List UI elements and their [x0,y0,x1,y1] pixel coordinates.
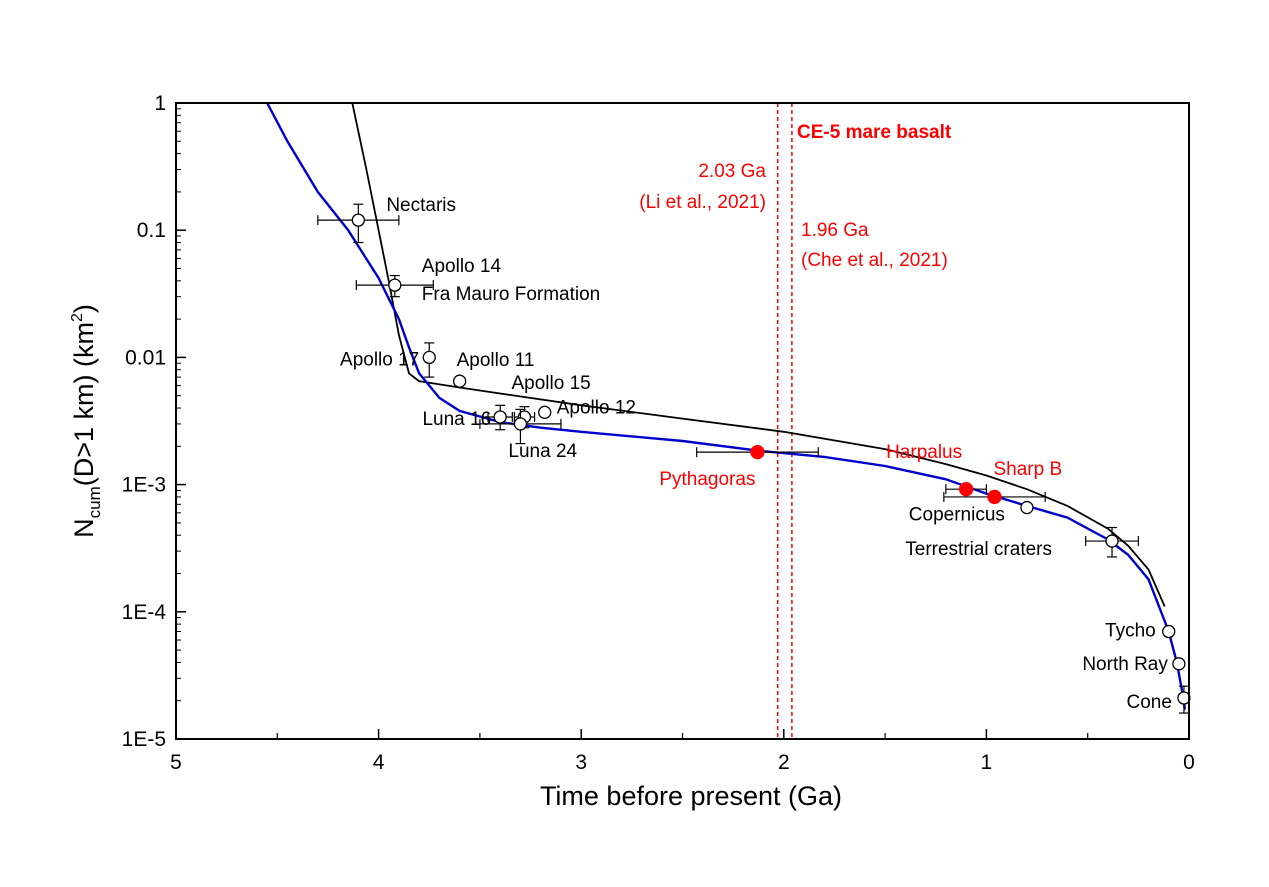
marker-nectaris [351,213,365,227]
point-label-line: Apollo 11 [457,350,535,371]
annotation-ce-5-mare-basalt: CE-5 mare basalt [797,122,952,143]
annotation-li-et-al-2021: (Li et al., 2021) [639,192,766,213]
marker-copernicus [1020,500,1034,515]
marker-apollo-12 [538,405,552,419]
point-label-line: Nectaris [386,195,456,216]
point-label-line: Terrestrial craters [905,539,1052,560]
x-axis-title: Time before present (Ga) [540,781,842,811]
point-label-line: North Ray [1082,654,1168,675]
point-label-line: Harpalus [886,442,962,463]
point-label-line: Pythagoras [659,469,755,490]
point-label-line: Fra Mauro Formation [422,284,600,305]
point-label-copernicus: Copernicus [909,505,1005,526]
y-axis-title-subscript: cum [85,486,104,518]
y-axis-title-main: (D>1 km) (km [69,322,99,486]
point-nectaris [317,203,400,244]
annotation-1-96-ga: 1.96 Ga [801,220,869,241]
x-tick-label-4: 4 [373,751,385,774]
point-label-line: Copernicus [909,505,1005,526]
point-label-line: Apollo 15 [511,373,590,394]
point-harpalus [945,482,988,497]
point-label-sharp-b: Sharp B [994,459,1063,480]
point-label-line: Apollo 14 [422,256,502,277]
point-cone [1177,685,1191,714]
point-label-line: Apollo 12 [557,397,636,418]
y-tick-label-1: 1 [154,92,166,115]
point-terrestrial-craters [1085,526,1139,558]
point-luna-16 [487,404,513,431]
point-apollo-17 [422,342,436,378]
point-label-line: Luna 24 [508,441,577,462]
x-tick-label-1: 1 [981,751,993,774]
point-label-luna-24: Luna 24 [508,441,577,462]
point-label-north-ray: North Ray [1082,654,1168,675]
point-apollo-11 [452,374,467,388]
point-label-nectaris: Nectaris [386,195,456,216]
point-label-apollo-17: Apollo 17 [340,349,419,370]
point-label-apollo-14: Apollo 14 Fra Mauro Formation [422,256,600,305]
point-label-line: Apollo 17 [340,349,419,370]
point-sharp-b [943,489,1046,505]
point-label-pythagoras: Pythagoras [659,469,755,490]
point-label-terrestrial-craters: Terrestrial craters [905,539,1052,560]
x-tick-label-5: 5 [170,751,182,774]
point-apollo-14 [355,274,434,298]
point-label-harpalus: Harpalus [886,442,962,463]
black-chronology-curve [351,103,1166,607]
marker-harpalus [958,482,974,497]
marker-apollo-11 [452,374,467,388]
marker-luna-24 [513,417,528,431]
x-tick-label-0: 0 [1183,751,1195,774]
point-label-luna-16: Luna 16 [422,409,491,430]
marker-terrestrial-craters [1105,534,1119,548]
y-tick-label-0-1: 0.1 [137,219,166,242]
point-north-ray [1172,657,1186,671]
point-label-line: Tycho [1105,621,1156,642]
point-pythagoras [696,444,819,460]
marker-north-ray [1172,657,1186,671]
y-tick-label-1e-5: 1E-5 [122,728,166,751]
point-label-apollo-15: Apollo 15 [511,373,590,394]
x-tick-label-2: 2 [778,751,790,774]
marker-apollo-17 [422,350,436,365]
annotation-che-et-al-2021: (Che et al., 2021) [801,250,948,271]
y-axis-title-superscript: 2 [69,313,86,322]
point-label-line: Luna 16 [422,409,491,430]
point-label-cone: Cone [1127,692,1172,713]
annotation-2-03-ga: 2.03 Ga [698,161,766,182]
y-tick-label-1e-4: 1E-4 [122,601,167,624]
marker-sharp-b [987,489,1002,505]
point-apollo-12 [538,405,552,419]
y-tick-label-1e-3: 1E-3 [122,474,166,497]
marker-tycho [1162,624,1176,639]
point-label-apollo-12: Apollo 12 [557,397,636,418]
point-label-tycho: Tycho [1105,621,1156,642]
point-copernicus [1020,500,1034,515]
point-tycho [1162,624,1176,639]
marker-luna-16 [493,410,507,424]
x-tick-label-3: 3 [575,751,587,774]
marker-apollo-14 [388,278,402,292]
marker-pythagoras [750,444,765,460]
point-label-apollo-11: Apollo 11 [457,350,535,371]
y-axis-title-end: ) [69,304,99,313]
point-luna-24 [479,408,562,445]
y-tick-label-0-01: 0.01 [125,346,166,369]
y-axis-title-n: N [69,518,99,538]
blue-chronology-curve [266,103,1187,710]
point-label-line: Cone [1127,692,1172,713]
point-label-line: Sharp B [994,459,1063,480]
y-axis-title: Ncum(D>1 km) (km2) [69,304,104,538]
